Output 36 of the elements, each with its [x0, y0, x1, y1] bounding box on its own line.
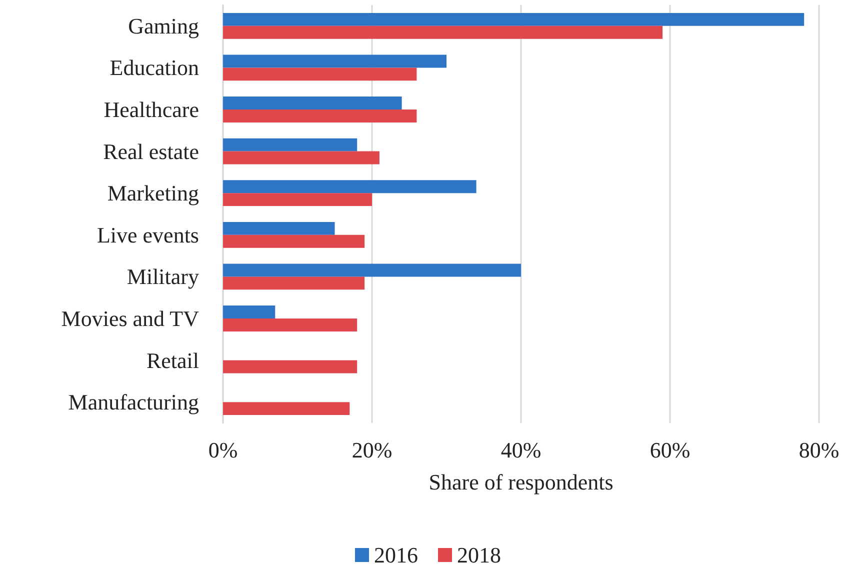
x-axis-title: Share of respondents: [428, 470, 614, 494]
bar: [223, 138, 358, 152]
y-tick-label: Gaming: [128, 13, 199, 38]
bar: [223, 180, 476, 194]
bar: [223, 110, 417, 122]
bar: [223, 222, 335, 235]
y-tick-label: Real estate: [103, 138, 199, 164]
bar: [223, 402, 350, 416]
bar: [223, 306, 276, 318]
bar: [223, 12, 804, 26]
legend-label: 2018: [457, 542, 501, 568]
y-tick-label: Retail: [146, 348, 199, 373]
x-tick-label: 80%: [798, 438, 840, 462]
y-tick-label: Military: [126, 264, 199, 290]
y-tick-label: Healthcare: [104, 97, 199, 122]
bar: [223, 54, 446, 68]
x-tick-label: 60%: [650, 438, 690, 462]
bar: [223, 234, 365, 248]
bar: [223, 264, 521, 277]
y-tick-label: Manufacturing: [68, 390, 199, 415]
y-tick-label: Live events: [96, 222, 199, 248]
bar: [223, 151, 380, 164]
x-tick-label: 40%: [500, 438, 542, 462]
bar: [223, 26, 663, 39]
bar: [223, 276, 365, 290]
legend-label: 2016: [374, 542, 418, 568]
bar: [223, 68, 417, 81]
bar: [223, 96, 402, 110]
y-tick-label: Marketing: [107, 180, 199, 206]
bar: [223, 360, 358, 374]
y-tick-label: Education: [110, 55, 199, 80]
bar: [223, 318, 358, 332]
x-tick-label: 0%: [208, 438, 238, 462]
bar: [223, 193, 372, 206]
x-tick-label: 20%: [352, 438, 392, 462]
y-tick-label: Movies and TV: [61, 306, 200, 331]
